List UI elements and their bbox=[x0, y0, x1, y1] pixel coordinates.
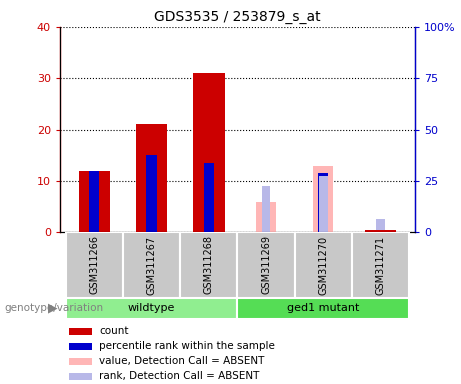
Bar bbox=[319, 176, 328, 232]
Bar bbox=[136, 124, 167, 232]
Bar bbox=[180, 232, 237, 298]
Text: GSM311271: GSM311271 bbox=[376, 235, 385, 295]
Bar bbox=[69, 358, 92, 365]
Bar bbox=[65, 298, 237, 319]
Text: GSM311269: GSM311269 bbox=[261, 235, 271, 295]
Bar bbox=[69, 328, 92, 335]
Bar bbox=[365, 230, 396, 232]
Bar bbox=[318, 173, 328, 232]
Text: wildtype: wildtype bbox=[128, 303, 175, 313]
Bar bbox=[65, 232, 123, 298]
Bar bbox=[89, 170, 100, 232]
Bar bbox=[256, 202, 276, 232]
Bar bbox=[69, 372, 92, 379]
Bar bbox=[371, 230, 390, 232]
Text: GSM311267: GSM311267 bbox=[147, 235, 157, 295]
Text: GSM311268: GSM311268 bbox=[204, 235, 214, 295]
Bar bbox=[237, 232, 295, 298]
Text: rank, Detection Call = ABSENT: rank, Detection Call = ABSENT bbox=[99, 371, 260, 381]
Bar bbox=[193, 73, 225, 232]
Bar bbox=[237, 298, 409, 319]
Bar bbox=[295, 232, 352, 298]
Text: percentile rank within the sample: percentile rank within the sample bbox=[99, 341, 275, 351]
Text: ▶: ▶ bbox=[48, 302, 58, 314]
Text: value, Detection Call = ABSENT: value, Detection Call = ABSENT bbox=[99, 356, 265, 366]
Bar bbox=[147, 155, 157, 232]
Title: GDS3535 / 253879_s_at: GDS3535 / 253879_s_at bbox=[154, 10, 321, 25]
Bar bbox=[78, 170, 110, 232]
Text: ged1 mutant: ged1 mutant bbox=[287, 303, 360, 313]
Text: genotype/variation: genotype/variation bbox=[5, 303, 104, 313]
Bar bbox=[313, 166, 333, 232]
Text: GSM311270: GSM311270 bbox=[318, 235, 328, 295]
Text: count: count bbox=[99, 326, 129, 336]
Bar bbox=[376, 220, 385, 232]
Bar bbox=[352, 232, 409, 298]
Bar bbox=[123, 232, 180, 298]
Bar bbox=[365, 230, 396, 232]
Bar bbox=[262, 186, 270, 232]
Bar bbox=[69, 343, 92, 349]
Text: GSM311266: GSM311266 bbox=[89, 235, 99, 295]
Bar bbox=[204, 163, 214, 232]
